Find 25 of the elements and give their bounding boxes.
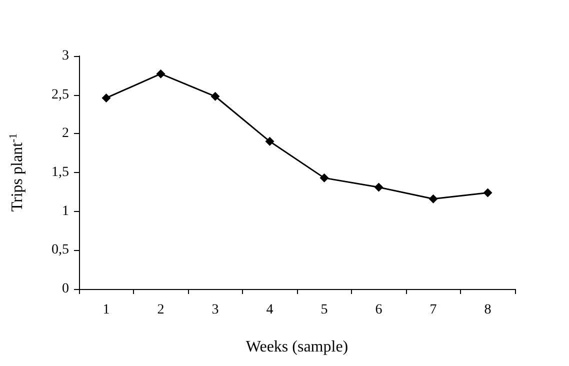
- x-tick-label: 7: [430, 302, 437, 318]
- point: [483, 188, 492, 198]
- point: [265, 136, 274, 146]
- x-tick-label: 8: [484, 302, 492, 318]
- x-axis-title: Weeks (sample): [246, 338, 348, 356]
- y-tick-label: 0: [62, 282, 69, 296]
- point: [428, 194, 438, 204]
- y-tick-label: 2,5: [52, 87, 69, 102]
- x-tick-label: 6: [375, 302, 382, 318]
- y-tick-label: 1,5: [52, 165, 69, 180]
- y-axis-title: Trips plant-1: [8, 133, 26, 212]
- point: [102, 93, 111, 102]
- x-tick-label: 4: [266, 302, 274, 318]
- point: [374, 182, 384, 192]
- y-tick-label: 0,5: [52, 242, 69, 258]
- y-tick-label: 2: [62, 126, 69, 142]
- y-tick-label: 1: [62, 204, 69, 219]
- x-tick-label: 1: [102, 302, 110, 318]
- x-tick-label: 5: [320, 302, 328, 318]
- y-tick-label: 3: [62, 48, 69, 64]
- point: [210, 92, 220, 101]
- point: [156, 69, 166, 78]
- x-tick-label: 3: [212, 302, 219, 318]
- x-tick-label: 2: [157, 302, 164, 318]
- point: [320, 173, 329, 182]
